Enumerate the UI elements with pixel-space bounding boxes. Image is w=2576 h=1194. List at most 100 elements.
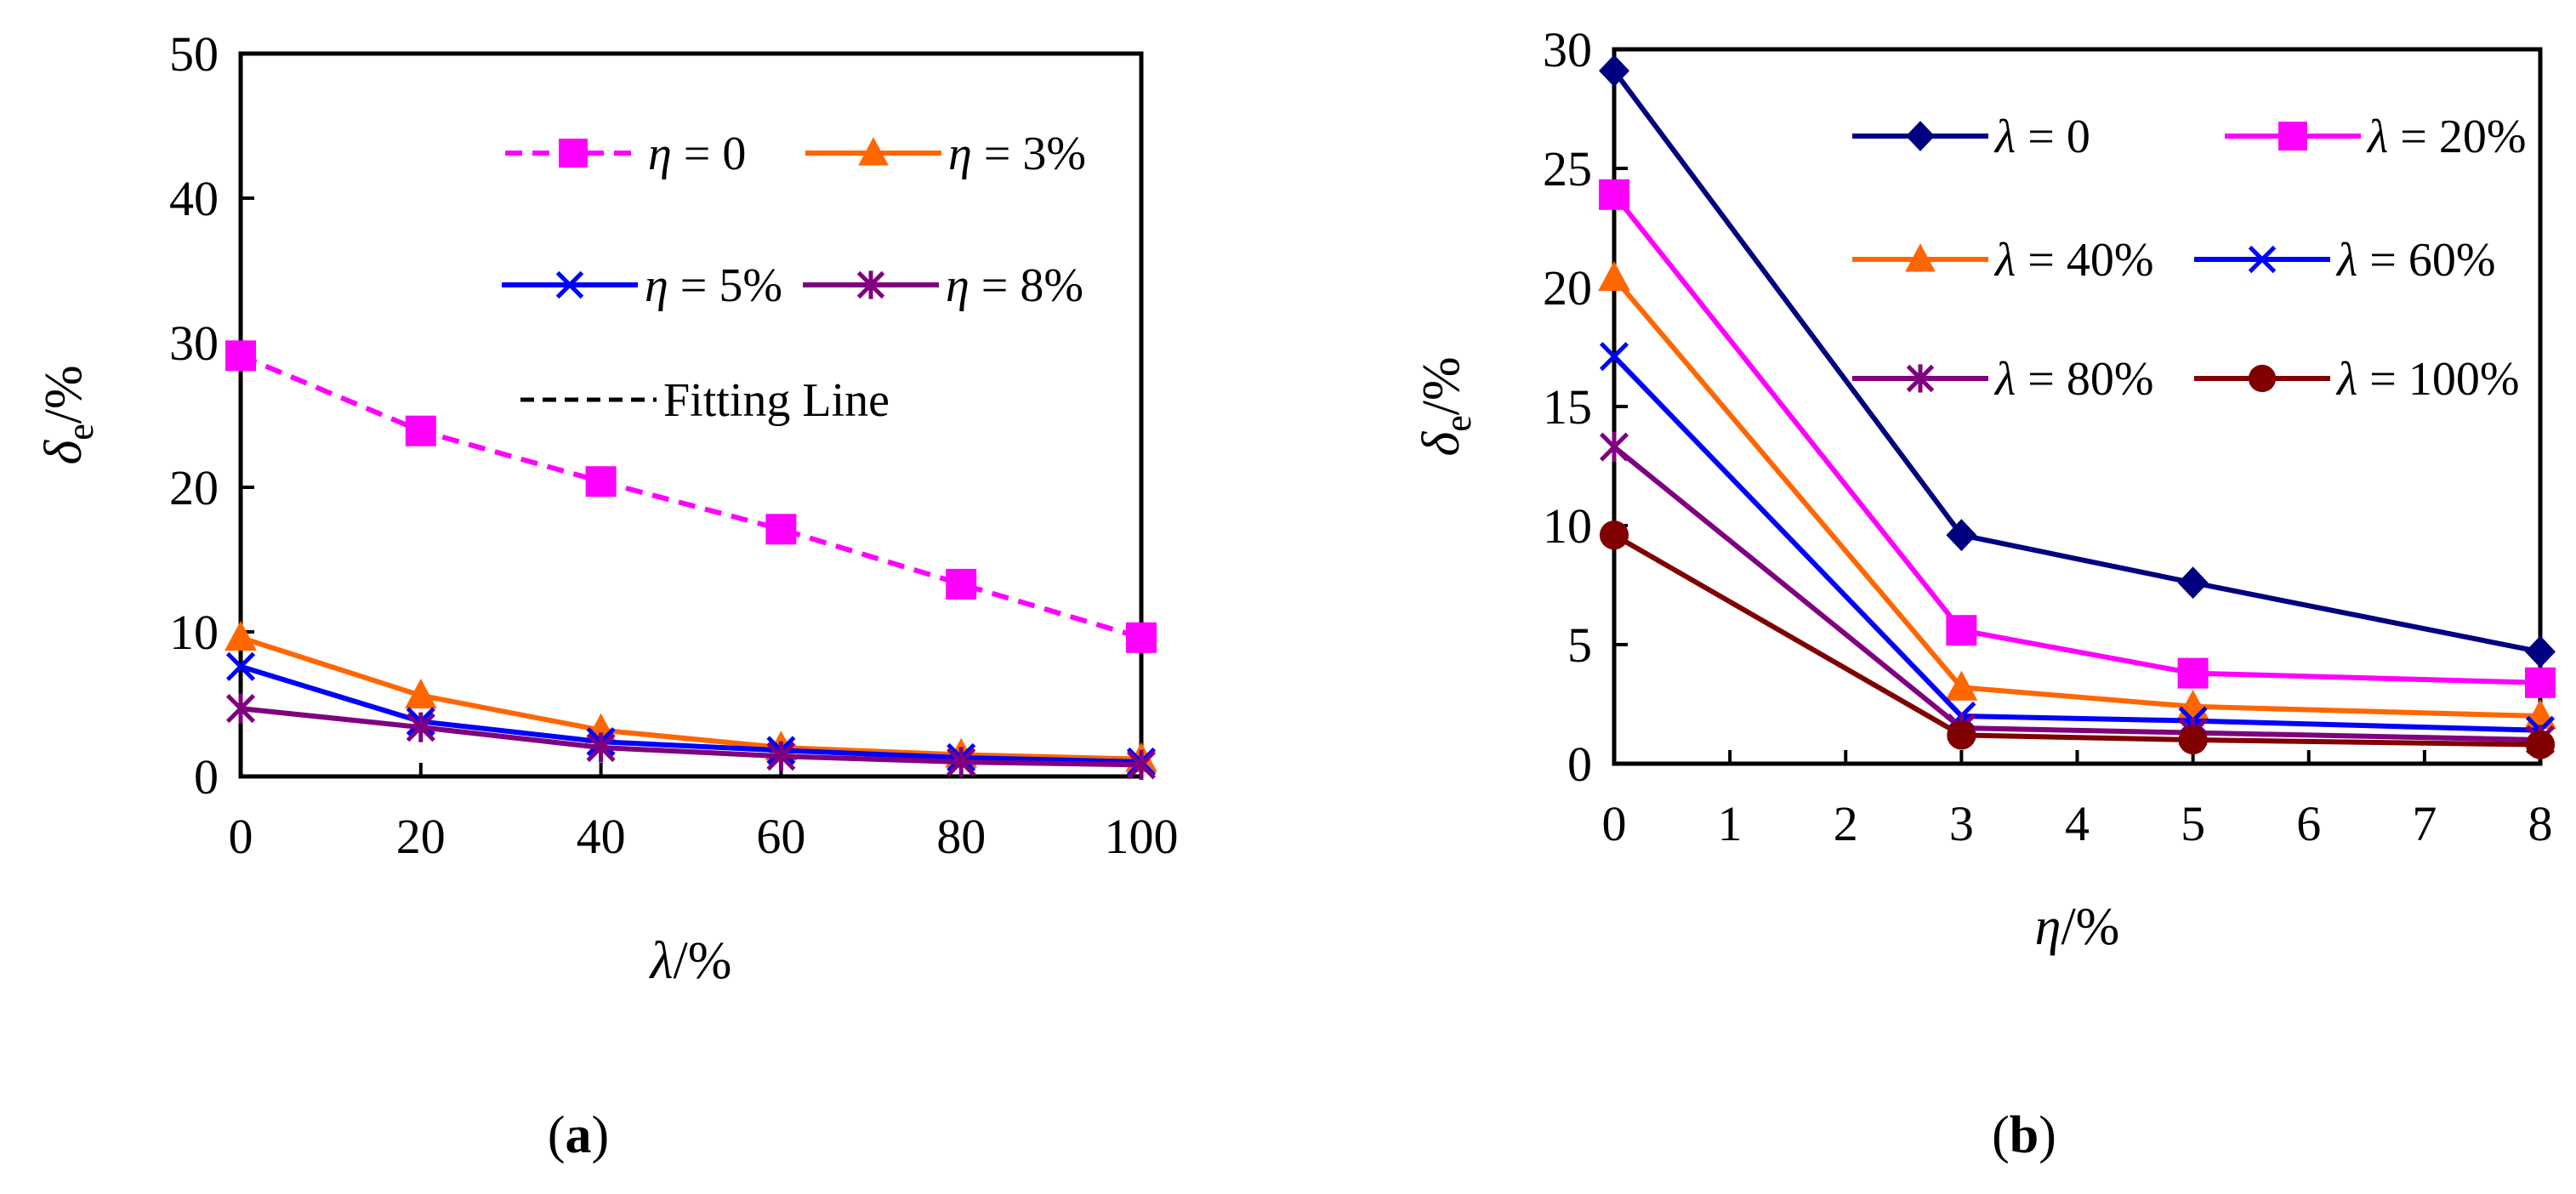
- legend-label: λ = 60%: [2335, 234, 2496, 287]
- x-tick-label: 7: [2412, 796, 2437, 851]
- series-line: [240, 706, 1142, 768]
- y-axis-label-sub: e: [60, 424, 101, 441]
- legend-label-var: λ: [1993, 353, 2016, 406]
- legend-marker: [2248, 364, 2277, 393]
- x-axis-label-var: η: [2035, 898, 2061, 956]
- legend-label-var: λ: [2366, 111, 2388, 163]
- data-point: [947, 747, 976, 777]
- y-tick-label: 0: [1567, 736, 1592, 792]
- data-point: [1947, 720, 1976, 750]
- data-point: [1946, 519, 1977, 552]
- x-axis-label-unit: /%: [2061, 898, 2119, 956]
- data-point: [766, 741, 796, 771]
- legend-label: η = 8%: [946, 259, 1083, 312]
- legend-label-value: = 40%: [2016, 234, 2153, 287]
- legend-label-var: η: [648, 128, 672, 180]
- legend-entry: λ = 80%: [1852, 353, 2154, 406]
- y-tick-label: 15: [1543, 379, 1592, 435]
- series-1: [1599, 179, 2556, 698]
- series-line: [240, 634, 1142, 762]
- data-point: [1599, 54, 1629, 88]
- series-2: [1598, 261, 2556, 730]
- y-tick-label: 10: [1543, 498, 1592, 554]
- legend-label: η = 0: [648, 128, 746, 180]
- y-axis-label: δe/%: [35, 365, 101, 464]
- legend-marker: [1906, 364, 1935, 393]
- legend-label: η = 5%: [645, 259, 782, 312]
- caption-paren: (: [1992, 1106, 2010, 1164]
- x-tick-label: 0: [229, 809, 253, 864]
- data-point: [225, 340, 256, 372]
- x-axis-label: λ/%: [649, 932, 732, 990]
- legend-label-value: = 100%: [2357, 353, 2519, 406]
- caption-paren: (: [548, 1106, 566, 1164]
- y-tick-label: 10: [169, 605, 219, 660]
- data-point: [404, 679, 437, 709]
- x-tick-label: 20: [396, 809, 446, 864]
- x-tick-label: 40: [577, 809, 626, 864]
- legend-label-var: η: [946, 259, 970, 312]
- legend-marker: [1905, 243, 1936, 272]
- data-point: [225, 693, 256, 724]
- legend-entry: λ = 0: [1852, 111, 2090, 163]
- data-point: [1126, 749, 1157, 780]
- y-tick-label: 40: [169, 171, 219, 226]
- x-tick-label: 4: [2065, 796, 2090, 851]
- data-point: [225, 621, 257, 651]
- legend-label-var: η: [645, 259, 668, 312]
- series-line: [1612, 532, 2541, 748]
- legend-entry: λ = 100%: [2194, 353, 2520, 406]
- x-axis-label-var: λ: [649, 932, 674, 990]
- legend-label: λ = 0: [1993, 111, 2090, 163]
- legend-marker: [2278, 122, 2307, 151]
- legend-entry: λ = 40%: [1852, 234, 2154, 287]
- legend-label-var: λ: [1993, 111, 2016, 163]
- panel-caption: (a): [548, 1106, 609, 1164]
- series-line: [1612, 355, 2541, 733]
- y-axis-label-unit: /%: [1413, 356, 1470, 415]
- data-point: [765, 514, 797, 545]
- x-tick-label: 80: [936, 809, 986, 864]
- legend-marker: [555, 270, 584, 299]
- y-axis-label-var: δ: [35, 440, 93, 465]
- legend-label-var: λ: [1993, 234, 2016, 287]
- legend-marker: [559, 139, 588, 168]
- data-point: [586, 732, 616, 763]
- data-point: [1599, 179, 1629, 210]
- x-tick-label: 3: [1949, 796, 1974, 851]
- data-point: [405, 415, 436, 446]
- y-tick-label: 20: [1543, 260, 1592, 316]
- data-point: [1599, 520, 1629, 550]
- series-5: [1599, 520, 2556, 759]
- series-4: [1599, 432, 2556, 755]
- panel-caption: (b): [1992, 1106, 2056, 1164]
- data-point: [2177, 657, 2209, 689]
- y-axis-label-sub: e: [1437, 415, 1479, 432]
- y-axis-label-unit: /%: [35, 365, 93, 424]
- legend-entry: η = 5%: [502, 259, 782, 312]
- y-tick-label: 0: [194, 749, 219, 805]
- y-tick-label: 50: [169, 26, 219, 82]
- legend-label: λ = 80%: [1993, 353, 2154, 406]
- plot-frame: [238, 51, 1144, 779]
- data-point: [2525, 730, 2556, 759]
- legend-label-var: λ: [2335, 353, 2357, 406]
- legend-entry: λ = 20%: [2225, 111, 2527, 163]
- legend-label-value: = 20%: [2388, 111, 2526, 163]
- x-axis-label-unit: /%: [673, 932, 731, 990]
- data-point: [1598, 261, 1630, 292]
- x-tick-label: 5: [2181, 796, 2205, 851]
- y-tick-label: 30: [1543, 22, 1592, 77]
- y-tick-label: 25: [1543, 141, 1592, 196]
- y-axis-label: δe/%: [1413, 356, 1479, 456]
- legend-label: λ = 20%: [2366, 111, 2527, 163]
- series-line: [1612, 445, 2541, 742]
- caption-letter: b: [2010, 1106, 2039, 1164]
- data-point: [2525, 635, 2556, 668]
- x-tick-label: 1: [1718, 796, 1743, 851]
- legend-entry: λ = 60%: [2194, 234, 2496, 287]
- legend-label: λ = 40%: [1993, 234, 2154, 287]
- legend-marker: [2248, 245, 2277, 274]
